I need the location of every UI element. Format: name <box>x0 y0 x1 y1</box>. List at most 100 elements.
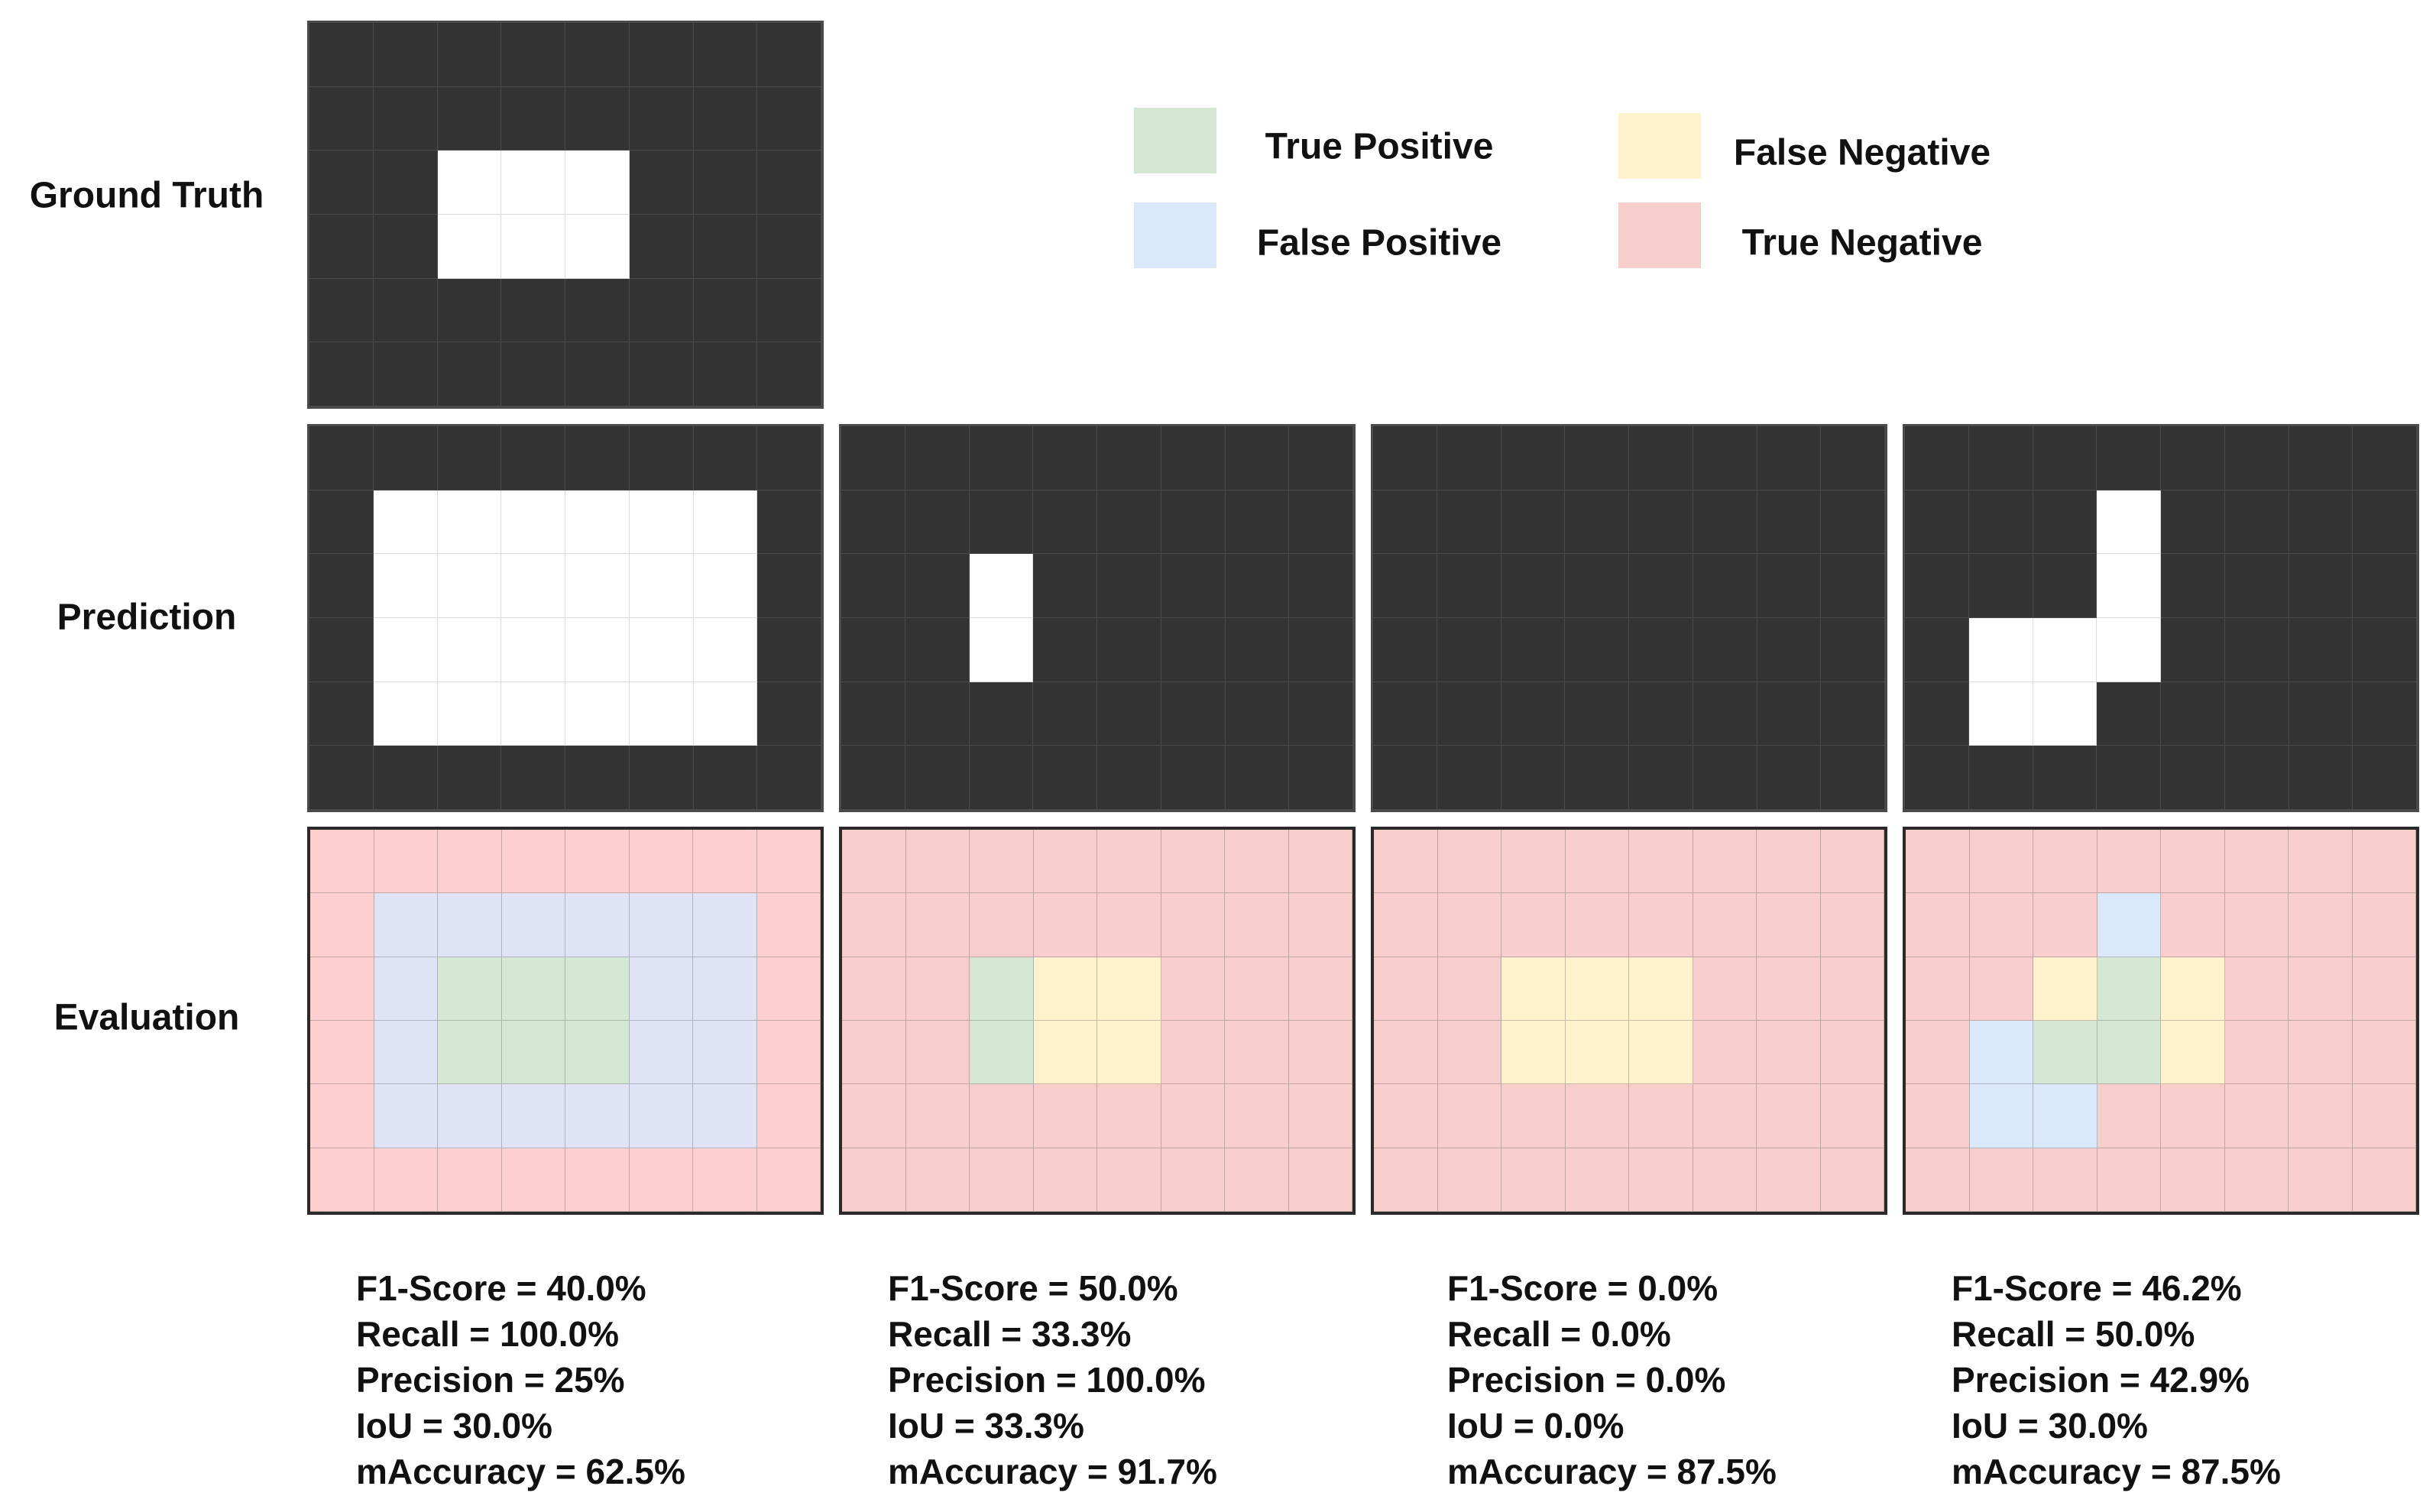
foreground-cell <box>565 214 630 279</box>
true-negative-cell <box>1437 830 1501 894</box>
true-negative-cell <box>1693 1148 1757 1212</box>
false-negative-cell <box>1097 1021 1161 1085</box>
background-cell <box>629 86 694 151</box>
background-cell <box>1501 490 1566 555</box>
true-negative-cell <box>1033 1084 1097 1148</box>
background-cell <box>1968 490 2033 555</box>
background-cell <box>1905 746 1969 810</box>
background-cell <box>1565 617 1629 682</box>
true-negative-cell <box>1225 830 1289 894</box>
true-negative-cell <box>1629 1148 1693 1212</box>
true-negative-cell <box>374 830 438 894</box>
true-negative-cell <box>2224 1084 2289 1148</box>
background-cell <box>1693 746 1757 810</box>
true-negative-cell <box>2352 1021 2416 1085</box>
background-cell <box>1565 682 1629 746</box>
false-positive-cell <box>693 957 757 1021</box>
background-cell <box>1693 490 1757 555</box>
metric-iou: IoU = 30.0% <box>1952 1406 2148 1446</box>
background-cell <box>2161 490 2225 555</box>
foreground-cell <box>501 682 565 746</box>
true-negative-cell <box>756 1084 821 1148</box>
false-positive-cell <box>374 1084 438 1148</box>
true-negative-cell <box>1374 893 1438 957</box>
true-negative-cell <box>2289 1021 2353 1085</box>
true-negative-cell <box>501 1148 565 1212</box>
background-cell <box>1225 554 1290 618</box>
true-negative-cell <box>756 830 821 894</box>
background-cell <box>2097 682 2161 746</box>
background-cell <box>693 214 758 279</box>
background-cell <box>1757 426 1822 491</box>
true-positive-cell <box>565 957 630 1021</box>
metric-maccuracy: mAccuracy = 62.5% <box>356 1452 685 1491</box>
true-negative-cell <box>970 893 1034 957</box>
background-cell <box>1905 426 1969 491</box>
background-cell <box>309 682 374 746</box>
background-cell <box>1437 682 1501 746</box>
background-cell <box>309 151 374 215</box>
background-cell <box>629 278 694 343</box>
background-cell <box>757 682 821 746</box>
background-cell <box>1757 617 1822 682</box>
background-cell <box>501 746 565 810</box>
true-negative-cell <box>2352 1084 2416 1148</box>
background-cell <box>1289 617 1353 682</box>
metric-f1-score: F1-Score = 50.0% <box>888 1268 1178 1308</box>
true-negative-cell <box>1225 893 1289 957</box>
true-negative-cell <box>2033 1148 2097 1212</box>
true-negative-cell <box>842 893 906 957</box>
foreground-cell <box>501 214 565 279</box>
true-negative-cell <box>1693 1021 1757 1085</box>
background-cell <box>1501 426 1566 491</box>
foreground-cell <box>437 151 502 215</box>
true-positive-cell <box>501 957 565 1021</box>
background-cell <box>1289 682 1353 746</box>
background-cell <box>1033 682 1097 746</box>
metric-maccuracy: mAccuracy = 87.5% <box>1447 1452 1777 1491</box>
true-negative-cell <box>2352 957 2416 1021</box>
foreground-cell <box>2033 682 2097 746</box>
background-cell <box>969 746 1034 810</box>
true-negative-cell <box>1288 1148 1352 1212</box>
true-negative-cell <box>905 1148 970 1212</box>
true-negative-cell <box>1757 957 1821 1021</box>
background-cell <box>309 426 374 491</box>
background-cell <box>693 426 758 491</box>
true-negative-cell <box>1288 957 1352 1021</box>
foreground-cell <box>565 554 630 618</box>
false-positive-cell <box>629 1021 693 1085</box>
false-negative-cell <box>1565 957 1629 1021</box>
metrics-block-1: F1-Score = 40.0% Recall = 100.0% Precisi… <box>356 1265 685 1494</box>
metric-f1-score: F1-Score = 0.0% <box>1447 1268 1718 1308</box>
true-negative-cell <box>1161 893 1225 957</box>
true-positive-cell <box>970 957 1034 1021</box>
true-negative-cell <box>1565 830 1629 894</box>
background-cell <box>1821 682 1885 746</box>
background-cell <box>2224 746 2289 810</box>
background-cell <box>2353 554 2417 618</box>
background-cell <box>1289 746 1353 810</box>
background-cell <box>693 23 758 87</box>
evaluation-grid-2 <box>839 827 1356 1215</box>
true-negative-cell <box>2352 893 2416 957</box>
background-cell <box>309 23 374 87</box>
true-negative-cell <box>2097 1084 2161 1148</box>
foreground-cell <box>565 151 630 215</box>
background-cell <box>1373 746 1437 810</box>
background-cell <box>437 342 502 406</box>
metric-f1-score: F1-Score = 40.0% <box>356 1268 646 1308</box>
true-negative-cell <box>1437 957 1501 1021</box>
background-cell <box>2033 554 2097 618</box>
false-positive-cell <box>565 893 630 957</box>
background-cell <box>1693 554 1757 618</box>
background-cell <box>1097 490 1161 555</box>
true-negative-cell <box>1820 1021 1884 1085</box>
background-cell <box>1693 682 1757 746</box>
background-cell <box>1097 682 1161 746</box>
background-cell <box>2289 426 2353 491</box>
background-cell <box>2097 426 2161 491</box>
background-cell <box>2033 426 2097 491</box>
true-negative-cell <box>1906 830 1970 894</box>
true-negative-cell <box>2289 893 2353 957</box>
